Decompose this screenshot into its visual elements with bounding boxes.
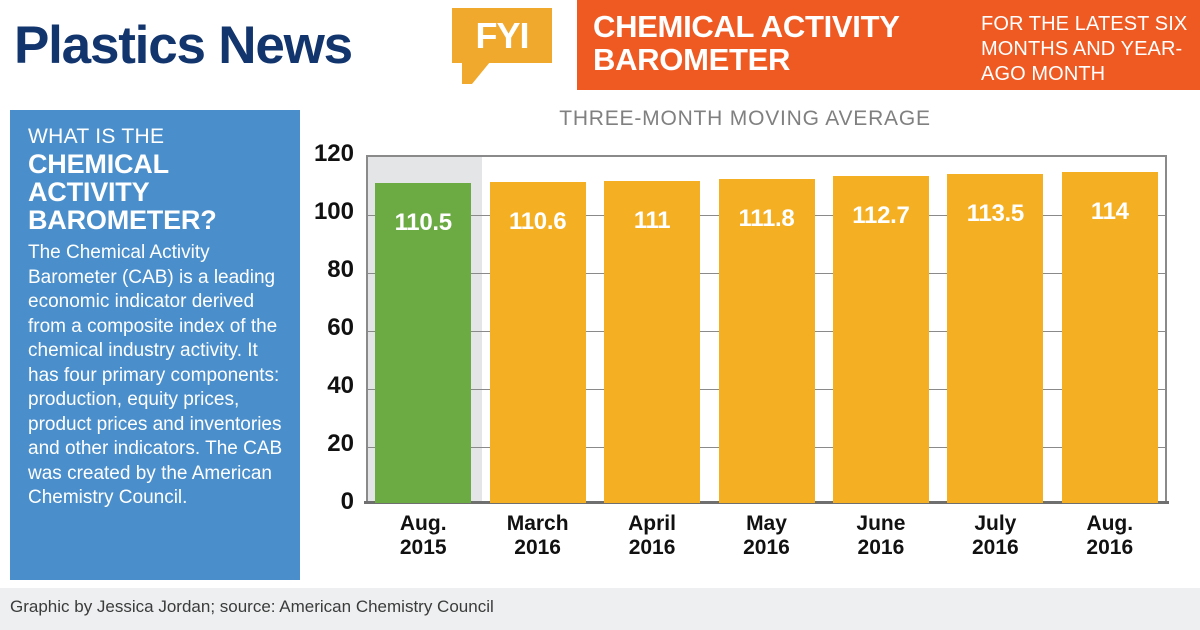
x-label-month: June <box>856 512 906 535</box>
page-footer: Graphic by Jessica Jordan; source: Ameri… <box>0 588 1200 630</box>
x-axis-label: Aug. 2016 <box>1053 512 1167 560</box>
bar-value-label: 111.8 <box>738 204 795 232</box>
page-header: Plastics News FYI CHEMICAL ACTIVITY BARO… <box>0 0 1200 90</box>
bar-rect <box>1061 172 1158 503</box>
y-axis-tick: 0 <box>340 488 354 515</box>
fyi-badge-tail <box>462 62 490 84</box>
bar-rect <box>604 181 701 503</box>
fyi-badge-label: FYI <box>475 14 529 56</box>
banner-subtitle: FOR THE LATEST SIX MONTHS AND YEAR-AGO M… <box>981 13 1188 85</box>
bar: 112.7 <box>832 176 929 503</box>
bar: 113.5 <box>947 173 1044 503</box>
y-axis-tick: 100 <box>313 198 354 225</box>
bar-rect <box>832 176 929 503</box>
bar: 110.6 <box>489 182 586 503</box>
x-axis-label: July 2016 <box>938 512 1052 560</box>
sidebar-body-text: The Chemical Activity Barometer (CAB) is… <box>28 242 283 508</box>
x-axis-label: March 2016 <box>480 512 594 560</box>
y-axis-tick: 40 <box>327 372 354 399</box>
x-axis-label: Aug. 2015 <box>366 512 480 560</box>
x-label-year: 2016 <box>971 536 1019 559</box>
x-label-year: 2016 <box>743 536 790 559</box>
header-banner: CHEMICAL ACTIVITY BAROMETER FOR THE LATE… <box>577 0 1200 90</box>
fyi-badge: FYI <box>452 8 552 63</box>
x-label-month: Aug. <box>399 512 447 535</box>
y-axis-tick: 120 <box>313 140 354 167</box>
bar: 111 <box>604 181 701 503</box>
y-axis: 0 20 40 60 80 100 120 <box>296 140 354 515</box>
bar-value-label: 110.5 <box>394 208 453 236</box>
x-label-month: July <box>974 512 1017 535</box>
bar-rect <box>375 182 472 503</box>
bar-value-label: 110.6 <box>509 208 567 236</box>
bar-value-label: 113.5 <box>966 199 1025 227</box>
x-label-year: 2016 <box>1086 536 1134 559</box>
x-axis-label: May 2016 <box>709 512 823 560</box>
credit-line: Graphic by Jessica Jordan; source: Ameri… <box>10 597 494 616</box>
bar-rect <box>718 178 815 503</box>
info-sidebar: WHAT IS THE CHEMICAL ACTIVITY BAROMETER?… <box>10 110 300 580</box>
bar-value-label: 111 <box>633 207 671 235</box>
x-label-year: 2016 <box>857 536 905 559</box>
x-label-year: 2016 <box>514 536 561 559</box>
y-axis-tick: 60 <box>327 314 354 341</box>
chart-bars: 110.5 110.6 111 111.8 112.7 113.5 114 <box>366 155 1167 503</box>
x-label-month: April <box>628 512 676 535</box>
chart-subtitle: THREE-MONTH MOVING AVERAGE <box>559 107 931 130</box>
x-axis-label: June 2016 <box>824 512 938 560</box>
banner-title: CHEMICAL ACTIVITY BAROMETER <box>593 9 900 77</box>
x-label-year: 2016 <box>628 536 676 559</box>
bar-rect <box>489 182 586 503</box>
x-axis-label: April 2016 <box>595 512 709 560</box>
bar-value-label: 114 <box>1090 198 1129 226</box>
x-label-month: March <box>506 512 569 535</box>
bar-rect <box>947 173 1044 503</box>
brand-logo: Plastics News <box>14 10 444 80</box>
y-axis-tick: 80 <box>327 256 354 283</box>
bar: 111.8 <box>718 178 815 503</box>
sidebar-title: CHEMICAL ACTIVITY BAROMETER? <box>28 149 217 235</box>
x-label-month: May <box>746 512 787 535</box>
brand-name: Plastics News <box>14 15 353 75</box>
x-label-month: Aug. <box>1086 512 1134 535</box>
y-axis-tick: 20 <box>327 430 354 457</box>
x-label-year: 2015 <box>399 536 447 559</box>
bar: 114 <box>1061 172 1158 503</box>
x-axis-labels: Aug. 2015 March 2016 April 2016 May 2016 June 201… <box>366 512 1167 572</box>
sidebar-eyebrow: WHAT IS THE <box>28 125 165 148</box>
bar-value-label: 112.7 <box>852 202 910 230</box>
bar: 110.5 <box>375 182 472 503</box>
